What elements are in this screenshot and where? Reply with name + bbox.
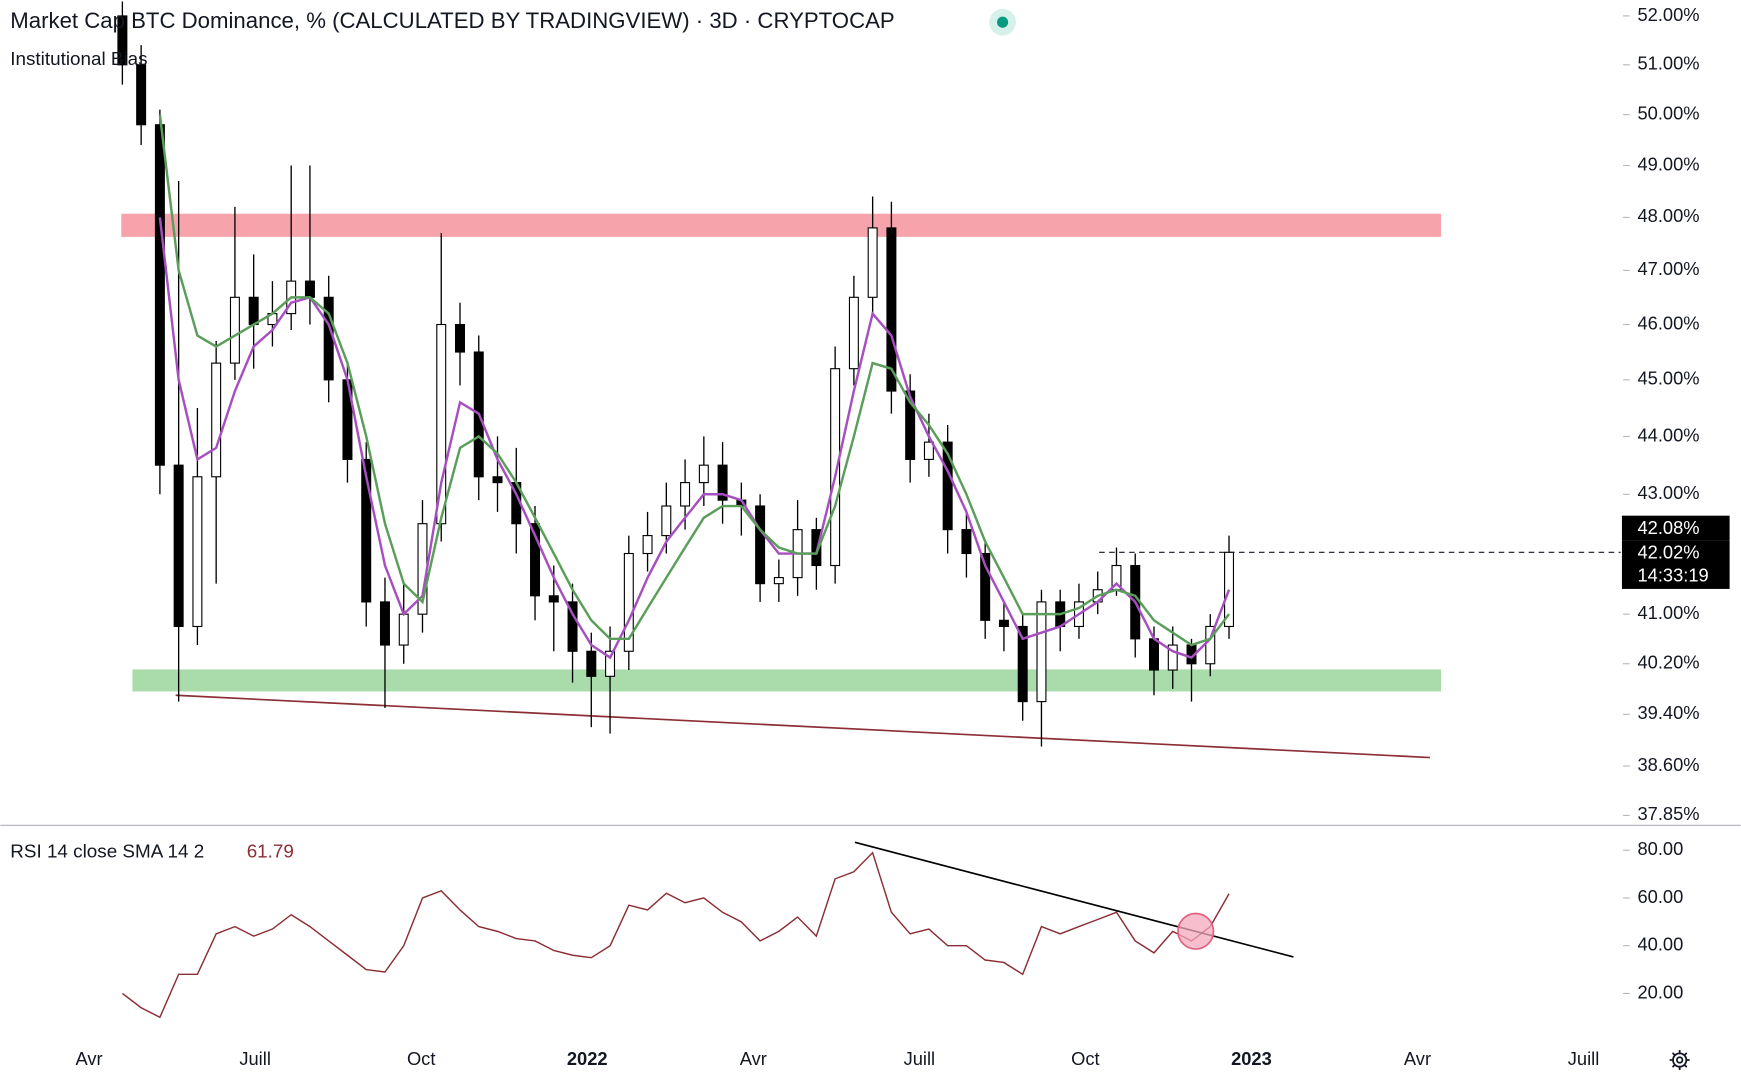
candle-body [548,595,559,603]
countdown: 14:33:19 [1637,565,1708,586]
candle-body [980,552,991,621]
candle-body [1205,625,1216,665]
candle-body [905,390,916,460]
rsi-title: RSI 14 close SMA 14 2 [10,840,204,861]
candle-body [717,464,728,501]
y-tick-label: 51.00% [1637,53,1699,74]
y-tick-label: 52.00% [1637,4,1699,25]
last-price-label: 42.02% [1637,541,1699,562]
x-tick-label: 2023 [1231,1048,1272,1069]
y-tick-label: 50.00% [1637,102,1699,123]
last-price-box [1621,540,1730,589]
candle-body [1036,601,1047,703]
y-tick-label: 40.20% [1637,652,1699,673]
y-tick-label: 43.00% [1637,482,1699,503]
indicator-name: Institutional Bias [10,48,147,69]
price-pane [117,1,1621,759]
candle-body [173,464,184,628]
candle-body [1148,638,1159,671]
candle-body [1017,625,1028,703]
rsi-value: 61.79 [247,840,294,861]
x-tick-label: Oct [1071,1048,1099,1069]
x-tick-label: Juill [904,1048,936,1069]
y-tick-label: 48.00% [1637,205,1699,226]
candle-body [923,441,934,460]
candle-body [755,505,766,585]
candle-body [811,529,822,567]
candle-body [886,227,897,392]
candle-body [117,15,128,66]
candle-body [361,458,372,603]
candle-body [492,476,503,484]
y-tick-label: 20.00 [1637,981,1683,1002]
candle-body [1167,644,1178,671]
candle-body [998,619,1009,628]
x-tick-label: Avr [76,1048,103,1069]
y-tick-label: 38.60% [1637,754,1699,775]
status-dot [997,16,1009,28]
highlight-circle [1177,912,1215,950]
candle-body [623,552,634,652]
x-tick-label: 2022 [567,1048,608,1069]
y-tick-label: 45.00% [1637,368,1699,389]
candle-body [398,613,409,646]
x-tick-label: Juill [1568,1048,1600,1069]
candle-body [229,296,240,364]
candle-body [192,476,203,628]
rsi-line [121,851,1230,1019]
moving-average [158,114,1230,647]
x-tick-label: Juill [239,1048,271,1069]
y-tick-label: 80.00 [1637,838,1683,859]
candle-body [436,323,447,525]
candle-body [942,441,953,531]
settings-icon[interactable] [1669,1050,1690,1071]
candle-body [605,650,616,677]
candle-body [961,529,972,555]
high-price-box [1621,515,1730,541]
candle-body [698,464,709,484]
candle-body [136,64,147,126]
candle-body [773,577,784,585]
high-price-label: 42.08% [1637,517,1699,538]
y-tick-label: 49.00% [1637,153,1699,174]
x-tick-label: Avr [1404,1048,1431,1069]
moving-average [158,217,1231,660]
candle-body [848,296,859,370]
candle-body [211,362,222,478]
y-tick-label: 40.00 [1637,934,1683,955]
candle-body [379,601,390,646]
candle-body [455,323,465,353]
y-tick-label: 39.40% [1637,702,1699,723]
y-tick-label: 47.00% [1637,258,1699,279]
candle-body [830,368,841,567]
chart-title: Market Cap BTC Dominance, % (CALCULATED … [10,8,894,33]
candle-body [680,482,691,507]
candle-body [661,505,672,537]
candle-body [642,535,653,555]
candle-body [304,280,315,298]
candle-body [154,124,165,466]
support-trendline [175,694,1430,759]
x-tick-label: Avr [740,1048,767,1069]
y-tick-label: 44.00% [1637,424,1699,445]
zone [132,669,1442,692]
overlay-layer: 42.08% 42.02% 14:33:19 52.00% 51.00% 50.00% 49… [76,4,1730,1069]
candle-body [567,601,578,652]
candle-body [586,650,597,677]
rsi-trendline [854,841,1294,958]
x-tick-label: Oct [407,1048,435,1069]
zone [121,213,1442,237]
y-tick-label: 37.85% [1637,803,1699,824]
y-tick-label: 60.00 [1637,886,1683,907]
y-tick-label: 41.00% [1637,602,1699,623]
candle-body [530,523,541,597]
y-tick-label: 46.00% [1637,312,1699,333]
candle-body [867,227,878,298]
candle-body [248,296,259,326]
